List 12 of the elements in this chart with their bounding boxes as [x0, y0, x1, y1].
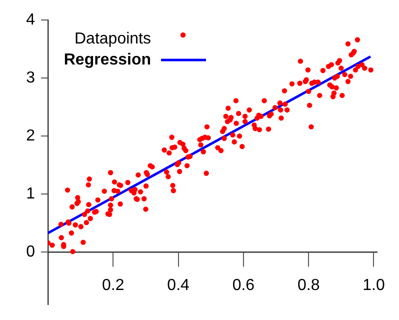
y-tick-label: 4 — [26, 11, 36, 28]
legend-label: Datapoints — [74, 30, 151, 48]
y-tick-label: 0 — [26, 244, 36, 261]
x-tick-label: 0.6 — [232, 277, 255, 294]
x-tick-label: 1.0 — [362, 277, 385, 294]
y-tick-label: 3 — [26, 69, 36, 86]
x-tick-label: 0.8 — [297, 277, 320, 294]
legend-label: Regression — [64, 51, 151, 68]
x-tick-label: 0.4 — [167, 277, 190, 294]
x-tick-label: 0.2 — [102, 277, 124, 294]
y-tick-label: 2 — [26, 127, 36, 144]
y-tick-label: 1 — [26, 186, 36, 203]
